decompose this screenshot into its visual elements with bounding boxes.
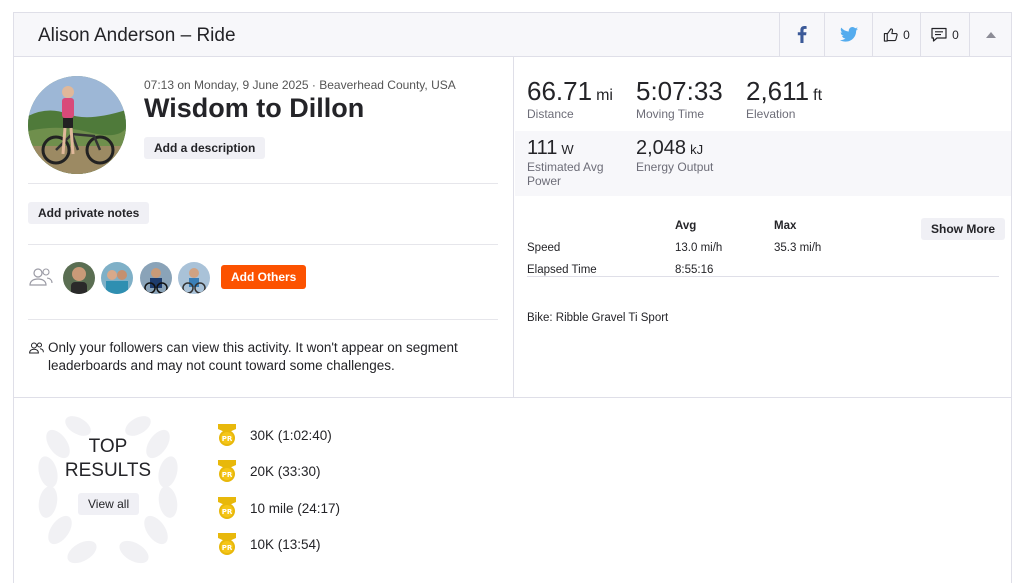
share-facebook-button[interactable] bbox=[779, 13, 824, 56]
top-results-title-line2: RESULTS bbox=[64, 460, 152, 481]
energy-value: 2,048 bbox=[636, 137, 687, 159]
activity-name: Wisdom to Dillon bbox=[144, 93, 365, 123]
elapsed-time-value: 8:55:16 bbox=[675, 264, 714, 276]
divider bbox=[28, 244, 498, 245]
distance-unit: mi bbox=[596, 87, 613, 104]
comment-count: 0 bbox=[952, 27, 959, 42]
column-max: Max bbox=[774, 220, 797, 232]
list-item[interactable]: PR 10 mile (24:17) bbox=[216, 496, 340, 520]
top-results-section: TOP RESULTS View all PR 30K (1:02:40) PR… bbox=[14, 397, 1011, 583]
athlete-avatar[interactable] bbox=[28, 76, 126, 174]
add-description-button[interactable]: Add a description bbox=[144, 137, 266, 159]
pr-result: 30K (1:02:40) bbox=[250, 427, 332, 443]
privacy-notice: Only your followers can view this activi… bbox=[48, 340, 458, 373]
pr-badge-text: PR bbox=[222, 508, 233, 516]
power-label: Estimated Avg Power bbox=[527, 160, 604, 188]
add-private-notes-button[interactable]: Add private notes bbox=[28, 202, 150, 224]
secondary-stats-band bbox=[515, 131, 1011, 196]
athlete-photo[interactable] bbox=[63, 262, 95, 294]
comment-icon bbox=[931, 27, 947, 42]
kudos-count: 0 bbox=[903, 27, 910, 42]
distance-label: Distance bbox=[527, 107, 574, 121]
pr-result: 10 mile (24:17) bbox=[250, 500, 341, 516]
pr-result: 20K (33:30) bbox=[250, 463, 321, 479]
energy-unit: kJ bbox=[690, 142, 704, 157]
elevation-value: 2,611 bbox=[746, 76, 810, 106]
elevation-label: Elevation bbox=[746, 107, 796, 121]
comment-button[interactable]: 0 bbox=[920, 13, 969, 56]
twitter-icon bbox=[839, 27, 858, 42]
laurel-wreath-icon bbox=[38, 416, 178, 564]
list-item[interactable]: PR 20K (33:30) bbox=[216, 459, 321, 483]
pr-badge-text: PR bbox=[222, 471, 233, 479]
pr-medal-icon: PR bbox=[218, 533, 236, 555]
activity-stats: 66.71 mi Distance 5:07:33 Moving Time 2,6… bbox=[515, 57, 1011, 397]
moving-time-value: 5:07:33 bbox=[636, 76, 723, 106]
divider bbox=[28, 319, 498, 320]
athlete-photo[interactable] bbox=[178, 262, 210, 294]
stat-elevation: 2,611 ft Elevation bbox=[746, 76, 822, 121]
athlete-photo[interactable] bbox=[140, 262, 172, 294]
stat-power: 111 W Estimated Avg Power bbox=[527, 137, 622, 188]
chevron-up-icon bbox=[985, 31, 996, 38]
distance-value: 66.71 bbox=[527, 76, 593, 106]
elapsed-time-label: Elapsed Time bbox=[527, 264, 597, 276]
add-others-button[interactable]: Add Others bbox=[221, 265, 307, 289]
pr-result: 10K (13:54) bbox=[250, 536, 321, 552]
speed-avg: 13.0 mi/h bbox=[675, 242, 723, 254]
list-item[interactable]: PR 30K (1:02:40) bbox=[216, 423, 332, 447]
pr-badge-text: PR bbox=[222, 544, 233, 552]
activity-card: Alison Anderson – Ride 0 0 bbox=[13, 12, 1012, 583]
stat-moving-time: 5:07:33 Moving Time bbox=[636, 76, 723, 121]
stat-energy: 2,048 kJ Energy Output bbox=[636, 137, 713, 174]
speed-max: 35.3 mi/h bbox=[774, 242, 822, 254]
energy-label: Energy Output bbox=[636, 160, 714, 174]
facebook-icon bbox=[797, 26, 807, 43]
speed-label: Speed bbox=[527, 242, 561, 254]
header-title: Alison Anderson – Ride bbox=[38, 25, 236, 46]
thumbs-up-icon bbox=[884, 28, 898, 42]
kudos-button[interactable]: 0 bbox=[872, 13, 920, 56]
activity-meta: 07:13 on Monday, 9 June 2025 · Beaverhea… bbox=[144, 78, 456, 92]
group-icon bbox=[29, 268, 53, 286]
pr-badge-text: PR bbox=[222, 435, 233, 443]
power-unit: W bbox=[561, 142, 574, 157]
activity-summary: 07:13 on Monday, 9 June 2025 · Beaverhea… bbox=[14, 57, 514, 397]
power-value: 111 bbox=[527, 137, 558, 159]
bike-info: Bike: Ribble Gravel Ti Sport bbox=[527, 312, 669, 324]
column-avg: Avg bbox=[675, 220, 697, 232]
list-item[interactable]: PR 10K (13:54) bbox=[216, 532, 321, 556]
top-results-title: TOP RESULTS bbox=[58, 435, 158, 483]
top-results-title-line1: TOP bbox=[88, 436, 128, 457]
moving-time-label: Moving Time bbox=[636, 107, 705, 121]
show-more-button[interactable]: Show More bbox=[921, 218, 1006, 240]
collapse-button[interactable] bbox=[969, 13, 1011, 56]
view-all-button[interactable]: View all bbox=[78, 493, 140, 515]
pr-medal-icon: PR bbox=[218, 460, 236, 482]
pr-medal-icon: PR bbox=[218, 497, 236, 519]
people-icon bbox=[29, 342, 44, 354]
pr-medal-icon: PR bbox=[218, 424, 236, 446]
athlete-photo[interactable] bbox=[101, 262, 133, 294]
divider bbox=[28, 183, 498, 184]
elevation-unit: ft bbox=[813, 87, 823, 104]
activity-header: Alison Anderson – Ride 0 0 bbox=[14, 13, 1011, 57]
share-twitter-button[interactable] bbox=[824, 13, 872, 56]
stat-distance: 66.71 mi Distance bbox=[527, 76, 613, 121]
divider bbox=[527, 276, 999, 277]
